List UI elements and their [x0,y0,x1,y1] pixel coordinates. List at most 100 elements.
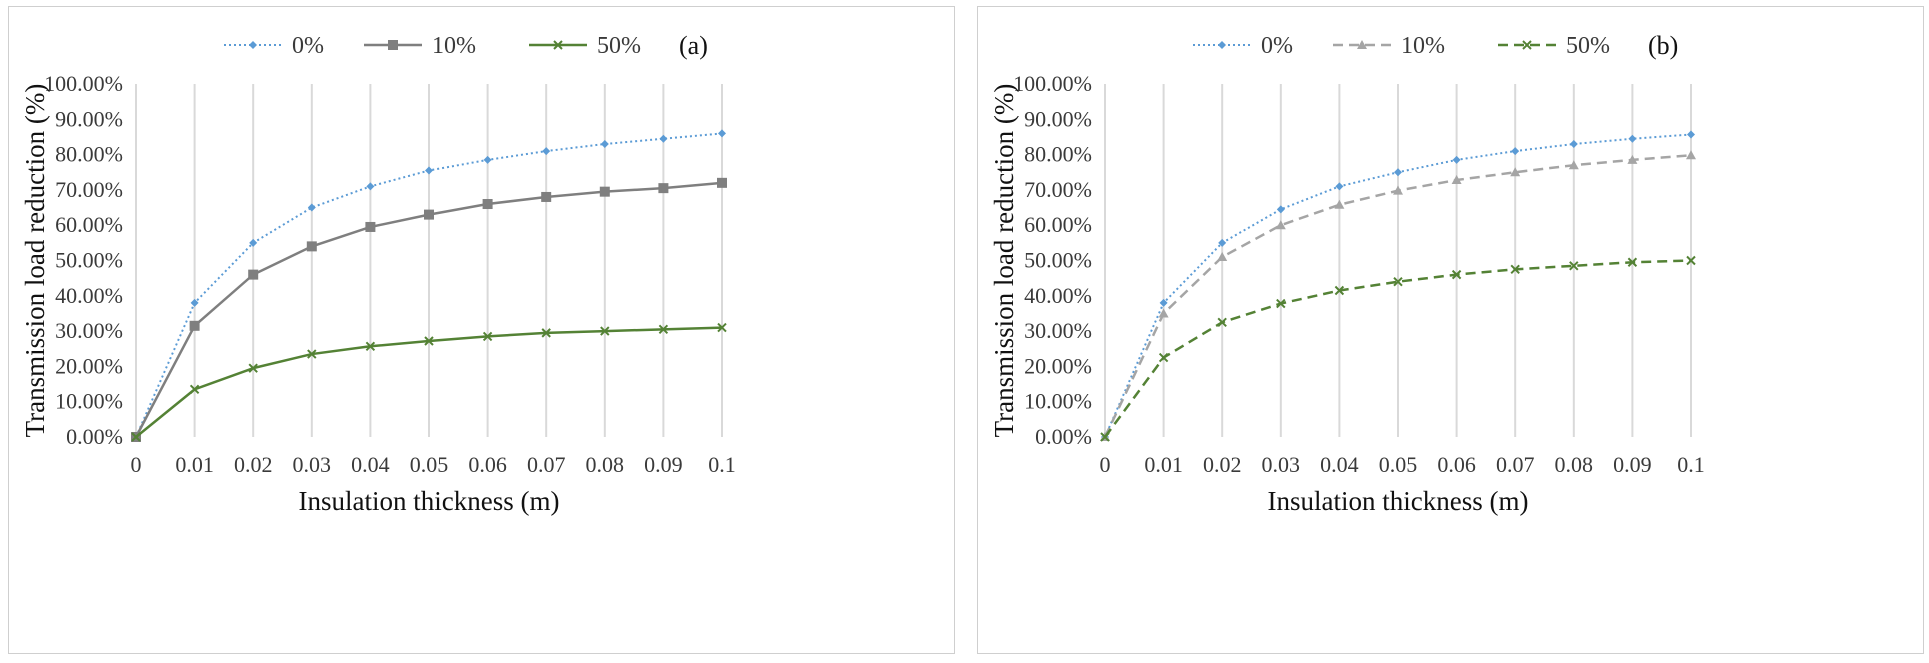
data-point [482,199,493,210]
x-tick-label: 0.07 [1496,452,1535,477]
y-tick-label: 60.00% [55,212,123,237]
legend-marker [553,40,563,50]
y-tick-label: 100.00% [44,71,123,96]
x-tick-label: 0.05 [410,452,449,477]
legend-marker [1522,40,1532,50]
data-point [1276,205,1285,214]
data-point [425,166,433,175]
x-tick-label: 0.09 [644,452,683,477]
legend-item: 0% [1193,33,1293,59]
y-tick-label: 100.00% [1013,71,1092,96]
x-tick-label: 0.01 [1144,452,1183,477]
series-50pct [1100,255,1696,442]
data-point [718,129,726,138]
x-tick-label: 0.09 [1613,452,1652,477]
legend-label: 10% [1401,33,1445,59]
data-point [248,363,258,373]
y-tick-label: 10.00% [1024,389,1092,414]
y-tick-label: 60.00% [1024,212,1092,237]
legend-item: 50% [1498,33,1610,59]
data-point [541,191,552,202]
data-point [1628,134,1637,143]
x-tick-label: 0.04 [351,452,390,477]
y-tick-label: 50.00% [55,248,123,273]
data-point [1218,238,1227,247]
y-tick-label: 40.00% [1024,283,1092,308]
data-point [1159,298,1168,307]
legend-marker [1357,40,1367,49]
x-tick-label: 0.01 [175,452,214,477]
data-point [189,320,200,331]
data-point [717,322,727,333]
chart-a-svg: 0.00% 10.00% 20.00% 30.00% 40.00% 50.00% 60.00… [20,31,736,516]
legend-label: 0% [1261,33,1293,59]
x-tick-label: 0.03 [1262,452,1301,477]
x-tick-label: 0.07 [527,452,566,477]
y-tick-label: 20.00% [55,353,123,378]
legend-item: 50% [529,33,641,59]
x-tick-label: 0.03 [293,452,332,477]
data-point [1276,298,1286,309]
y-tick-label: 80.00% [55,142,123,167]
data-point [1217,317,1227,327]
data-point [1394,168,1402,177]
series-10pct [1100,150,1696,441]
data-point [1100,432,1110,442]
data-point [1334,285,1345,296]
data-point [1511,147,1520,156]
series-50pct [131,322,727,442]
chart-b-svg: 0.00% 10.00% 20.00% 30.00% 40.00% 50.00% 60.00… [989,31,1705,516]
y-tick-label: 90.00% [1024,106,1092,131]
data-point [190,298,199,307]
legend-label: 10% [432,33,476,59]
y-tick-label: 90.00% [55,106,123,131]
data-point [1569,261,1579,271]
data-point [1451,175,1462,185]
data-point [482,331,493,342]
data-point [131,432,141,442]
data-point [248,269,259,280]
y-tick-label: 20.00% [1024,353,1092,378]
data-point [1686,150,1696,160]
data-point [483,155,492,164]
data-point [1687,130,1695,139]
data-point [1510,264,1520,275]
data-point [307,203,316,212]
y-tick-label: 30.00% [1024,318,1092,343]
y-axis-title: Transmission load reduction (%) [20,84,50,438]
x-tick-label: 0.06 [468,452,507,477]
data-point [600,140,609,149]
y-tick-label: 0.00% [1035,424,1092,449]
legend-item: 10% [364,33,476,59]
data-point [249,238,258,247]
data-point [541,328,551,338]
data-point [717,177,727,188]
data-point [1334,199,1345,209]
x-tick-label: 0.06 [1437,452,1476,477]
data-point [1569,140,1578,149]
x-tick-label: 0 [1100,452,1111,477]
chart-panel-b: 0.00% 10.00% 20.00% 30.00% 40.00% 50.00% 60.00… [977,6,1924,654]
y-tick-label: 10.00% [55,389,123,414]
data-point [599,186,610,197]
data-point [1158,352,1169,363]
x-axis-title: Insulation thickness (m) [1268,486,1529,516]
data-point [424,336,434,346]
series-line [1103,259,1692,438]
data-point [1275,220,1286,230]
legend-marker [388,40,398,50]
data-point [1686,255,1696,266]
chart-panel-a: 0.00% 10.00% 20.00% 30.00% 40.00% 50.00% 60.00… [8,6,955,654]
data-point [1393,185,1403,195]
data-point [1568,160,1579,170]
y-tick-label: 40.00% [55,283,123,308]
legend-marker [1218,41,1226,49]
data-point [658,183,669,194]
x-tick-label: 0.08 [586,452,625,477]
x-tick-label: 0.1 [1677,452,1705,477]
legend-item: 10% [1333,33,1445,59]
data-point [365,341,376,351]
y-tick-label: 70.00% [55,177,123,202]
data-point [1510,167,1521,177]
data-point [424,209,434,220]
